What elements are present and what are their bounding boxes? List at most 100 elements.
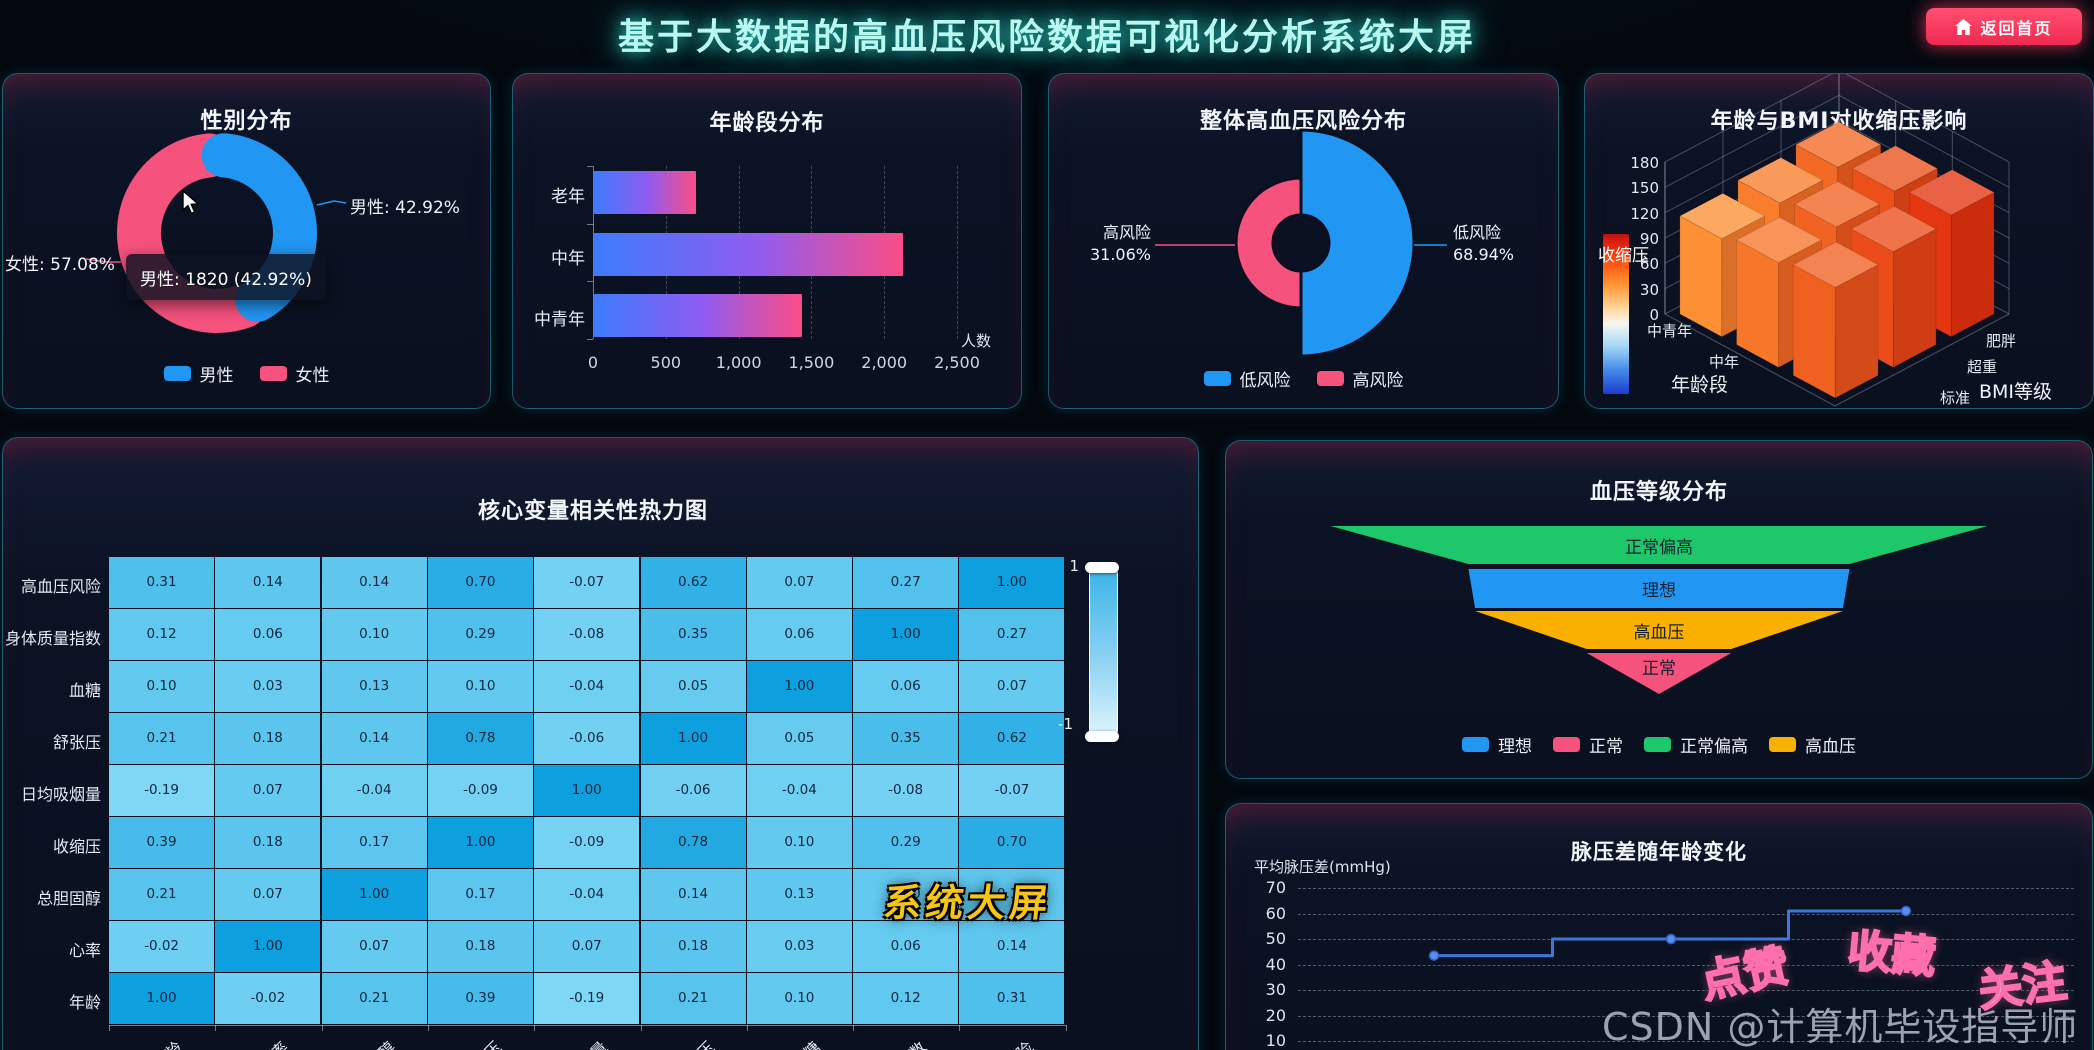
- heatmap-cell[interactable]: 0.07: [215, 869, 321, 920]
- bmi3d-bar[interactable]: [1908, 169, 1995, 216]
- bmi3d-bar[interactable]: [1892, 228, 1937, 368]
- heatmap-cell[interactable]: 1.00: [109, 973, 215, 1024]
- heatmap-cell[interactable]: 0.39: [427, 973, 533, 1024]
- heatmap-cell[interactable]: 0.18: [215, 713, 321, 764]
- heatmap-cell[interactable]: 0.31: [959, 973, 1065, 1024]
- bmi3d-bar[interactable]: [1792, 264, 1836, 399]
- risk-legend-item-0[interactable]: 低风险: [1203, 366, 1291, 391]
- heatmap-cell[interactable]: 0.29: [427, 609, 533, 660]
- funnel-band-0[interactable]: 正常偏高: [1330, 526, 1988, 564]
- heatmap-cell[interactable]: 1.00: [640, 713, 746, 764]
- heatmap-cell[interactable]: -0.04: [534, 869, 640, 920]
- heatmap-cell[interactable]: 0.10: [427, 661, 533, 712]
- heatmap-cell[interactable]: 0.07: [215, 765, 321, 816]
- heatmap-cell[interactable]: -0.19: [109, 765, 215, 816]
- back-home-button[interactable]: 返回首页: [1926, 8, 2082, 45]
- gender-legend-item-0[interactable]: 男性: [163, 361, 234, 386]
- gender-legend-item-1[interactable]: 女性: [259, 361, 330, 386]
- heatmap-cell[interactable]: 0.14: [321, 713, 427, 764]
- heatmap-cell[interactable]: 0.78: [640, 817, 746, 868]
- age-bar-中年[interactable]: [594, 233, 903, 276]
- heatmap-visualmap-slider[interactable]: [1085, 562, 1119, 742]
- line-marker[interactable]: [1665, 933, 1677, 945]
- heatmap-cell[interactable]: 1.00: [321, 869, 427, 920]
- heatmap-cell[interactable]: 1.00: [534, 765, 640, 816]
- heatmap-cell[interactable]: 0.17: [321, 817, 427, 868]
- bmi3d-bar[interactable]: [1793, 181, 1881, 228]
- heatmap-cell[interactable]: 0.13: [321, 661, 427, 712]
- heatmap-cell[interactable]: 0.06: [215, 609, 321, 660]
- visualmap-handle-top[interactable]: [1085, 562, 1119, 573]
- heatmap-cell[interactable]: 0.14: [959, 921, 1065, 972]
- heatmap-cell[interactable]: 0.21: [640, 973, 746, 1024]
- heatmap-cell[interactable]: 0.21: [109, 869, 215, 920]
- heatmap-cell[interactable]: -0.02: [109, 921, 215, 972]
- heatmap-cell[interactable]: 1.00: [427, 817, 533, 868]
- heatmap-cell[interactable]: 0.10: [746, 817, 852, 868]
- heatmap-cell[interactable]: 0.10: [109, 661, 215, 712]
- heatmap-cell[interactable]: 0.07: [321, 921, 427, 972]
- heatmap-cell[interactable]: -0.09: [427, 765, 533, 816]
- heatmap-cell[interactable]: 0.70: [427, 557, 533, 608]
- age-bar-老年[interactable]: [594, 171, 696, 214]
- heatmap-cell[interactable]: 0.17: [427, 869, 533, 920]
- heatmap-cell[interactable]: 1.00: [215, 921, 321, 972]
- heatmap-cell[interactable]: 0.21: [109, 713, 215, 764]
- heatmap-cell[interactable]: 1.00: [746, 661, 852, 712]
- heatmap-cell[interactable]: 0.12: [853, 973, 959, 1024]
- heatmap-cell[interactable]: 0.10: [321, 609, 427, 660]
- line-marker[interactable]: [1900, 905, 1912, 917]
- bmi3d-bar[interactable]: [1834, 264, 1879, 399]
- heatmap-cell[interactable]: 0.70: [959, 817, 1065, 868]
- bmi3d-bar[interactable]: [1679, 193, 1766, 240]
- line-marker[interactable]: [1428, 950, 1440, 961]
- funnel-band-3[interactable]: 正常: [1586, 653, 1732, 694]
- heatmap-cell[interactable]: 0.27: [959, 609, 1065, 660]
- bmi3d-bar[interactable]: [1735, 216, 1823, 263]
- bmi3d-bar[interactable]: [1795, 121, 1882, 168]
- risk-legend-item-1[interactable]: 高风险: [1316, 366, 1404, 391]
- heatmap-cell[interactable]: -0.04: [321, 765, 427, 816]
- bmi3d-bar[interactable]: [1737, 157, 1824, 204]
- heatmap-cell[interactable]: 0.03: [215, 661, 321, 712]
- heatmap-cell[interactable]: -0.07: [959, 765, 1065, 816]
- funnel-band-2[interactable]: 高血压: [1475, 611, 1843, 649]
- heatmap-cell[interactable]: -0.08: [534, 609, 640, 660]
- heatmap-cell[interactable]: 0.10: [853, 869, 959, 920]
- heatmap-cell[interactable]: 0.10: [746, 973, 852, 1024]
- funnel-legend-item-1[interactable]: 正常: [1553, 732, 1623, 757]
- risk-rose-chart[interactable]: [1049, 74, 1558, 408]
- heatmap-cell[interactable]: 0.27: [853, 557, 959, 608]
- gender-donut-chart[interactable]: [3, 74, 490, 408]
- funnel-band-1[interactable]: 理想: [1468, 569, 1850, 608]
- heatmap-cell[interactable]: -0.08: [853, 765, 959, 816]
- heatmap-cell[interactable]: 1.00: [959, 557, 1065, 608]
- heatmap-cell[interactable]: 0.62: [959, 713, 1065, 764]
- heatmap-cell[interactable]: 0.07: [534, 921, 640, 972]
- heatmap-cell[interactable]: -0.19: [534, 973, 640, 1024]
- heatmap-cell[interactable]: 0.18: [640, 921, 746, 972]
- heatmap-cell[interactable]: 0.39: [109, 817, 215, 868]
- heatmap-cell[interactable]: 0.07: [959, 661, 1065, 712]
- heatmap-cell[interactable]: -0.07: [534, 557, 640, 608]
- bmi3d-bar[interactable]: [1851, 145, 1939, 192]
- heatmap-cell[interactable]: 1.00: [853, 609, 959, 660]
- heatmap-cell[interactable]: 0.05: [640, 661, 746, 712]
- funnel-legend-item-0[interactable]: 理想: [1462, 732, 1532, 757]
- heatmap-cell[interactable]: -0.06: [534, 713, 640, 764]
- pulse-line-chart[interactable]: 70 60 50 40 30 20 10: [1226, 804, 2092, 1050]
- heatmap-cell[interactable]: -0.04: [534, 661, 640, 712]
- heatmap-cell[interactable]: 0.14: [215, 557, 321, 608]
- heatmap-cell[interactable]: -0.06: [640, 765, 746, 816]
- heatmap-cell[interactable]: 0.07: [746, 557, 852, 608]
- heatmap-cell[interactable]: 0.06: [853, 661, 959, 712]
- heatmap-cell[interactable]: -0.09: [534, 817, 640, 868]
- funnel-legend-item-2[interactable]: 正常偏高: [1644, 732, 1748, 757]
- heatmap-cell[interactable]: 0.35: [640, 609, 746, 660]
- heatmap-cell[interactable]: 0.35: [853, 713, 959, 764]
- heatmap-cell[interactable]: 0.62: [640, 557, 746, 608]
- heatmap-cell[interactable]: 0.31: [109, 557, 215, 608]
- heatmap-cell[interactable]: 0.29: [853, 817, 959, 868]
- bmi3d-bar[interactable]: [1850, 205, 1937, 253]
- heatmap-cell[interactable]: -0.04: [746, 765, 852, 816]
